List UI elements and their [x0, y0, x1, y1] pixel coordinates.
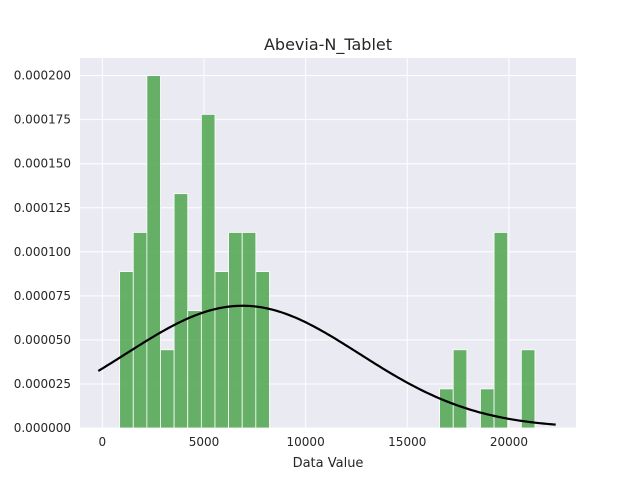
histogram-bar [241, 232, 257, 429]
density-curve [97, 304, 556, 426]
y-tick-label: 0.000100 [14, 245, 71, 259]
histogram-bar [493, 232, 509, 429]
histogram-bar [439, 388, 454, 429]
histogram-bar [480, 388, 495, 429]
histogram-bar [187, 310, 202, 429]
x-tick-label: 0 [99, 435, 107, 449]
histogram-bar [214, 271, 229, 429]
grid-lines [80, 58, 576, 429]
y-tick-label: 0.000025 [14, 377, 71, 391]
x-axis-ticks: 0 5000 10000 15000 20000 [99, 435, 528, 449]
histogram-bar [160, 349, 175, 429]
y-tick-label: 0.000200 [14, 69, 71, 83]
histogram-bar [520, 349, 536, 429]
x-axis-label: Data Value [293, 456, 364, 471]
x-tick-label: 20000 [490, 435, 528, 449]
y-tick-label: 0.000150 [14, 157, 71, 171]
histogram-bar [255, 271, 270, 429]
x-tick-label: 5000 [189, 435, 220, 449]
y-tick-label: 0.000000 [14, 421, 71, 435]
chart-title: Abevia-N_Tablet [264, 35, 392, 55]
x-tick-label: 15000 [388, 435, 426, 449]
histogram-bar [132, 232, 148, 429]
histogram-bar [173, 193, 189, 429]
y-tick-label: 0.000125 [14, 201, 71, 215]
histogram-bar [452, 349, 468, 429]
histogram-bars [119, 75, 536, 429]
x-tick-label: 10000 [287, 435, 325, 449]
histogram-bar [146, 75, 161, 429]
y-tick-label: 0.000050 [14, 333, 71, 347]
y-axis-ticks: 0.000000 0.000025 0.000050 0.000075 0.000100… [14, 69, 71, 435]
histogram-bar [200, 113, 216, 429]
histogram-bar [228, 232, 243, 429]
y-tick-label: 0.000075 [14, 289, 71, 303]
y-tick-label: 0.000175 [14, 113, 71, 127]
